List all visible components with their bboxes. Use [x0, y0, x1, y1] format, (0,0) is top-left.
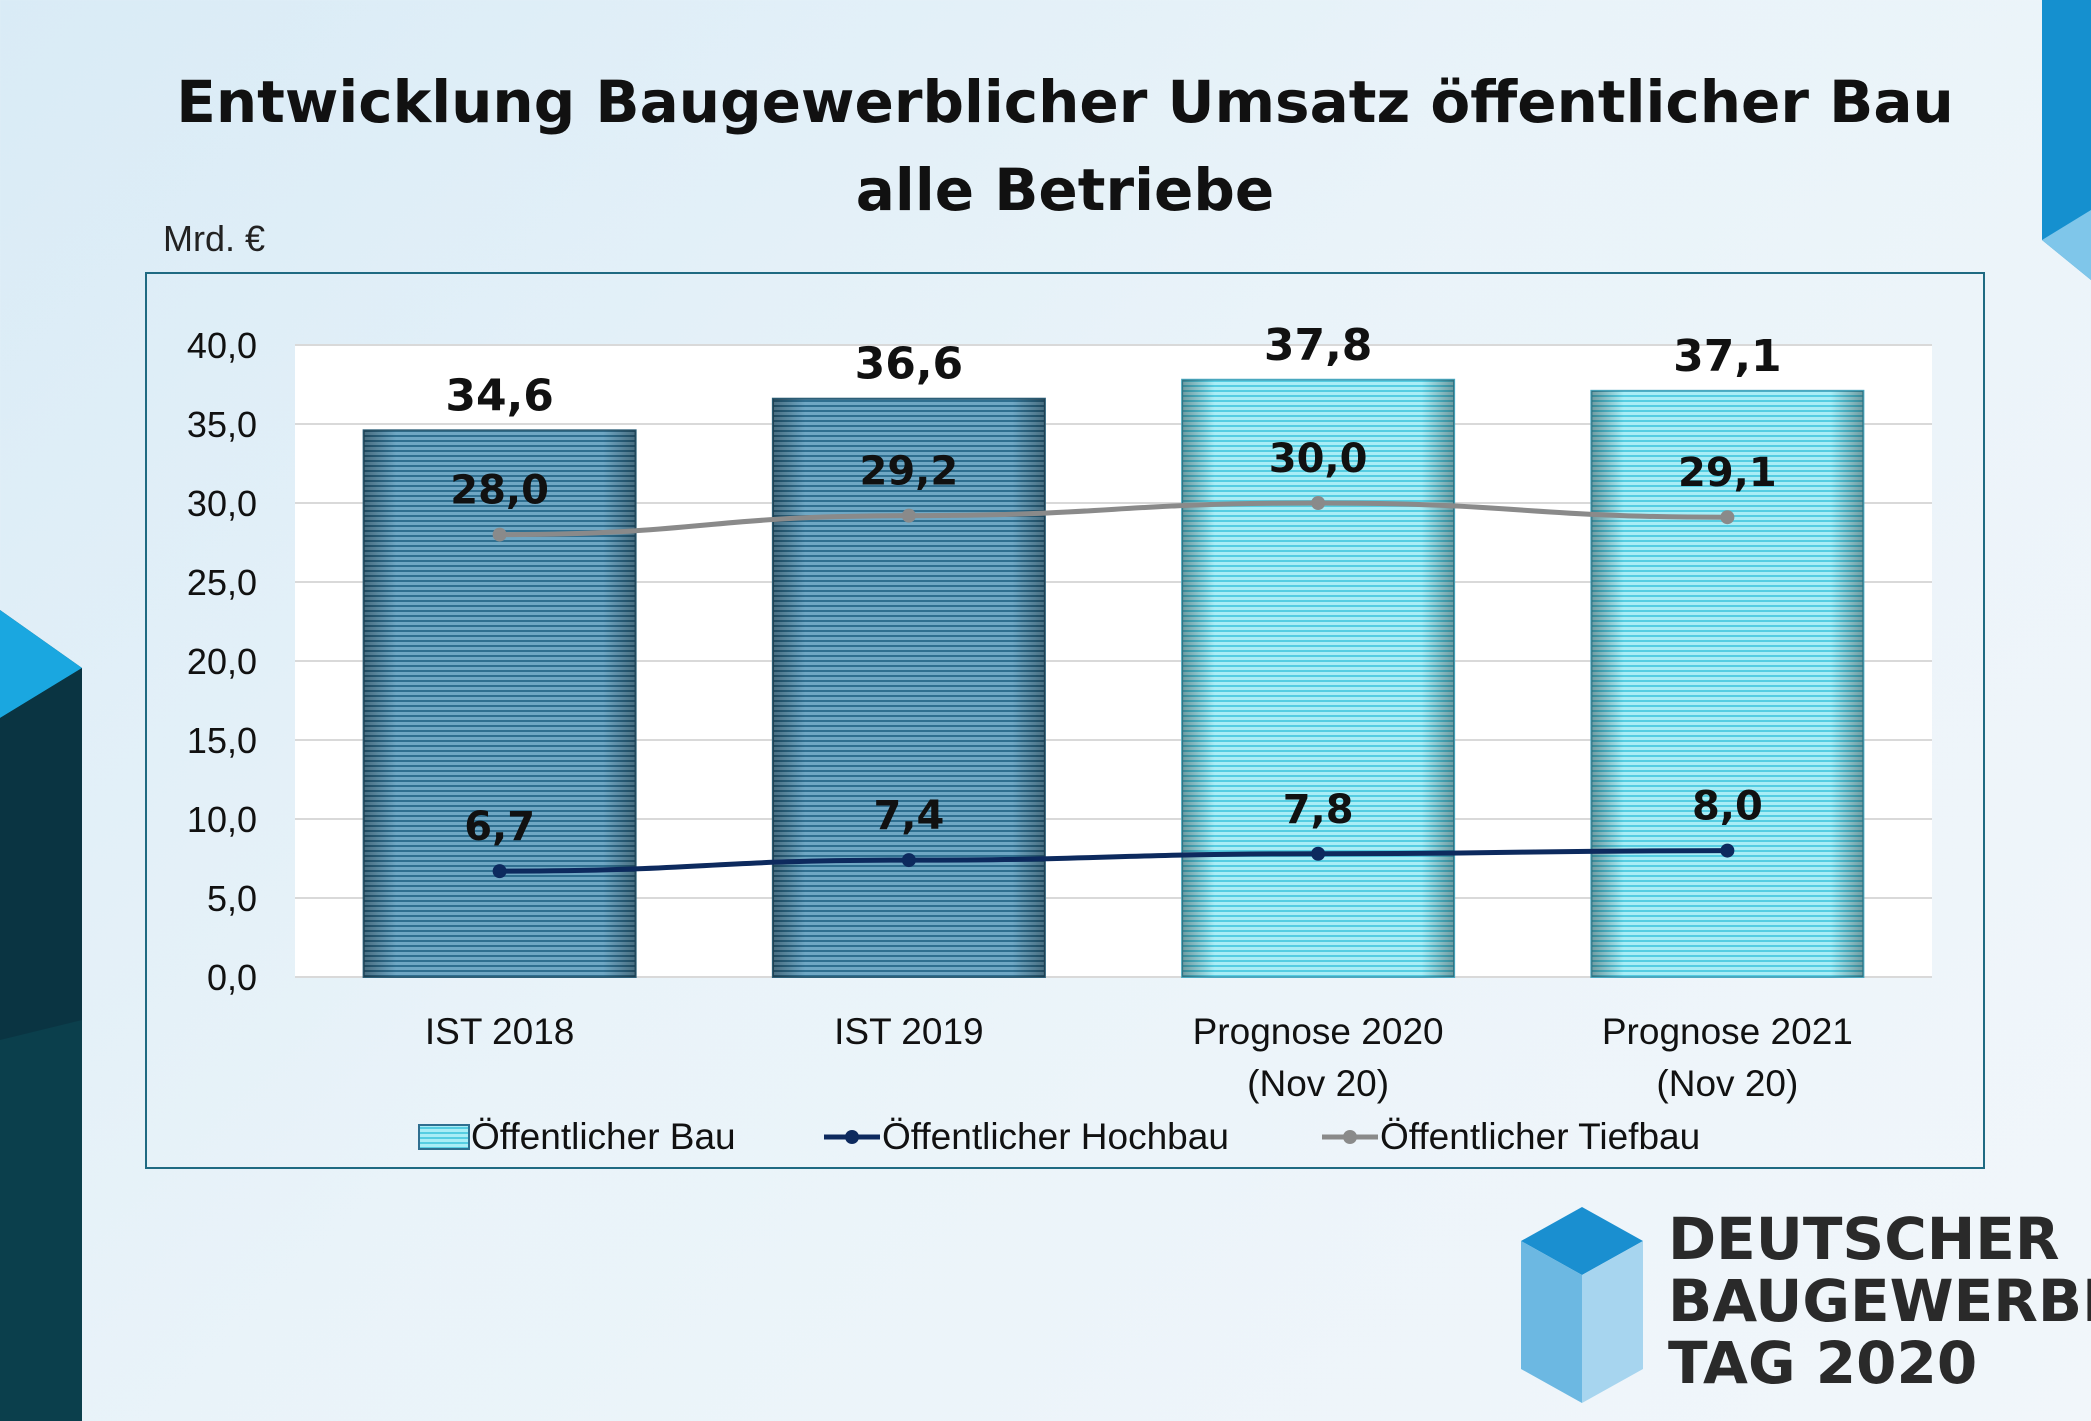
- data-point: [1720, 510, 1735, 525]
- point-value-label: 30,0: [1269, 436, 1368, 482]
- bar-shade: [363, 430, 636, 977]
- legend-swatch-bau: [418, 1124, 470, 1150]
- y-tick-label: 0,0: [207, 957, 257, 998]
- point-value-label: 28,0: [450, 468, 549, 514]
- left-decorative-cube: [0, 610, 82, 1421]
- bar-shade: [1591, 390, 1864, 977]
- bar-value-label: 37,8: [1264, 320, 1373, 371]
- legend-item-bau: Öffentlicher Bau: [417, 1112, 736, 1162]
- logo-cube-icon: [1521, 1207, 1643, 1403]
- series-line: [499, 848, 1728, 874]
- data-point: [901, 853, 916, 868]
- data-point: [1311, 846, 1326, 861]
- y-tick-label: 20,0: [187, 641, 257, 682]
- y-tick-label: 40,0: [187, 325, 257, 366]
- event-logo-text: DEUTSCHER BAUGEWERBE TAG 2020: [1668, 1208, 2091, 1394]
- bar-value-label: 36,6: [855, 339, 964, 390]
- data-point: [492, 527, 507, 542]
- y-tick-label: 35,0: [187, 404, 257, 445]
- logo-line-3: TAG 2020: [1668, 1329, 1978, 1397]
- bar-shade: [772, 398, 1045, 978]
- y-tick-label: 10,0: [187, 799, 257, 840]
- title-line-2: alle Betriebe: [855, 156, 1275, 224]
- legend-item-tiefbau: Öffentlicher Tiefbau: [1320, 1112, 1700, 1162]
- point-value-label: 29,2: [860, 449, 959, 495]
- point-value-label: 6,7: [464, 804, 535, 850]
- point-value-label: 29,1: [1678, 450, 1777, 496]
- y-tick-label: 30,0: [187, 483, 257, 524]
- legend-label-tiefbau: Öffentlicher Tiefbau: [1380, 1116, 1701, 1157]
- legend-label-hochbau: Öffentlicher Hochbau: [882, 1116, 1229, 1157]
- legend-label-bau: Öffentlicher Bau: [471, 1116, 736, 1157]
- point-value-label: 7,4: [873, 793, 944, 839]
- bar-value-label: 37,1: [1673, 331, 1782, 382]
- bar-shade: [1182, 379, 1455, 977]
- x-tick-label: (Nov 20): [1656, 1063, 1798, 1104]
- top-right-decorative-cube: [2042, 0, 2091, 280]
- data-point: [1311, 496, 1326, 510]
- title-line-1: Entwicklung Baugewerblicher Umsatz öffen…: [176, 68, 1954, 136]
- chart-title: Entwicklung Baugewerblicher Umsatz öffen…: [0, 58, 2091, 234]
- data-point: [492, 864, 507, 879]
- legend-item-hochbau: Öffentlicher Hochbau: [822, 1112, 1229, 1162]
- y-axis-unit: Mrd. €: [163, 218, 266, 259]
- logo-line-2: BAUGEWERBE: [1668, 1267, 2091, 1335]
- chart-legend: Öffentlicher Bau Öffentlicher Hochbau Öf…: [0, 1112, 2091, 1162]
- y-tick-label: 5,0: [207, 878, 257, 919]
- data-point: [901, 508, 916, 523]
- x-tick-label: IST 2019: [834, 1011, 983, 1052]
- data-point: [1720, 843, 1735, 858]
- point-value-label: 7,8: [1283, 787, 1354, 833]
- series-line: [499, 500, 1728, 538]
- chart-frame: [145, 272, 1985, 1169]
- y-tick-label: 25,0: [187, 562, 257, 603]
- legend-swatch-hochbau: [824, 1130, 880, 1144]
- x-tick-label: Prognose 2021: [1602, 1011, 1853, 1052]
- x-tick-label: IST 2018: [425, 1011, 574, 1052]
- x-tick-label: Prognose 2020: [1193, 1011, 1444, 1052]
- logo-line-1: DEUTSCHER: [1668, 1205, 2060, 1273]
- bar-value-label: 34,6: [445, 370, 554, 421]
- y-tick-label: 15,0: [187, 720, 257, 761]
- legend-swatch-tiefbau: [1322, 1130, 1378, 1144]
- point-value-label: 8,0: [1692, 784, 1763, 830]
- x-tick-label: (Nov 20): [1247, 1063, 1389, 1104]
